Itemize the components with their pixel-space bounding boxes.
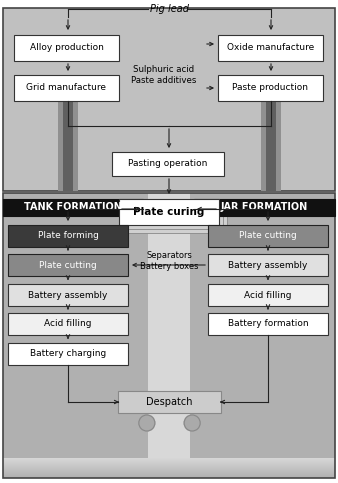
FancyBboxPatch shape (3, 475, 335, 476)
FancyBboxPatch shape (208, 254, 328, 276)
FancyBboxPatch shape (3, 472, 335, 473)
FancyBboxPatch shape (3, 462, 335, 463)
Text: Separators
Battery boxes: Separators Battery boxes (140, 251, 198, 270)
FancyBboxPatch shape (3, 466, 335, 467)
FancyBboxPatch shape (127, 207, 227, 233)
Text: JAR FORMATION: JAR FORMATION (221, 202, 308, 213)
FancyBboxPatch shape (261, 91, 281, 191)
FancyBboxPatch shape (194, 199, 335, 216)
Text: Battery charging: Battery charging (30, 350, 106, 358)
FancyBboxPatch shape (58, 91, 78, 191)
FancyBboxPatch shape (3, 465, 335, 466)
FancyBboxPatch shape (3, 476, 335, 477)
FancyBboxPatch shape (3, 460, 335, 461)
FancyBboxPatch shape (3, 461, 335, 462)
FancyBboxPatch shape (3, 199, 143, 216)
FancyBboxPatch shape (119, 199, 219, 225)
FancyBboxPatch shape (112, 152, 224, 176)
Text: Battery assembly: Battery assembly (28, 290, 108, 299)
FancyBboxPatch shape (3, 464, 335, 465)
FancyBboxPatch shape (8, 254, 128, 276)
Text: Grid manufacture: Grid manufacture (26, 84, 106, 93)
FancyBboxPatch shape (3, 8, 335, 191)
FancyBboxPatch shape (208, 313, 328, 335)
FancyBboxPatch shape (8, 225, 128, 247)
Text: Sulphuric acid
Paste additives: Sulphuric acid Paste additives (131, 65, 197, 85)
Text: Plate cutting: Plate cutting (239, 231, 297, 241)
Text: Alloy production: Alloy production (29, 43, 103, 53)
FancyBboxPatch shape (218, 75, 323, 101)
Text: Oxide manufacture: Oxide manufacture (227, 43, 314, 53)
FancyBboxPatch shape (8, 313, 128, 335)
FancyBboxPatch shape (8, 284, 128, 306)
Text: Plate curing: Plate curing (133, 207, 205, 217)
Text: Pig lead: Pig lead (149, 4, 189, 14)
Text: Paste production: Paste production (233, 84, 309, 93)
FancyBboxPatch shape (266, 91, 276, 191)
Text: Acid filling: Acid filling (244, 290, 292, 299)
Text: Battery formation: Battery formation (228, 319, 308, 328)
FancyBboxPatch shape (3, 474, 335, 475)
Text: Acid filling: Acid filling (44, 319, 92, 328)
FancyBboxPatch shape (148, 193, 190, 478)
Circle shape (184, 415, 200, 431)
FancyBboxPatch shape (3, 467, 335, 468)
Text: Plate cutting: Plate cutting (39, 260, 97, 270)
Text: Despatch: Despatch (146, 397, 193, 407)
FancyBboxPatch shape (3, 469, 335, 470)
FancyBboxPatch shape (118, 391, 221, 413)
Circle shape (139, 415, 155, 431)
FancyBboxPatch shape (218, 35, 323, 61)
FancyBboxPatch shape (3, 473, 335, 474)
FancyBboxPatch shape (3, 470, 335, 471)
FancyBboxPatch shape (123, 203, 223, 229)
FancyBboxPatch shape (14, 75, 119, 101)
FancyBboxPatch shape (63, 91, 73, 191)
FancyBboxPatch shape (208, 225, 328, 247)
FancyBboxPatch shape (208, 284, 328, 306)
FancyBboxPatch shape (3, 458, 335, 459)
FancyBboxPatch shape (3, 471, 335, 472)
FancyBboxPatch shape (3, 193, 148, 478)
Text: Battery assembly: Battery assembly (228, 260, 308, 270)
Text: TANK FORMATION: TANK FORMATION (24, 202, 122, 213)
FancyBboxPatch shape (8, 343, 128, 365)
FancyBboxPatch shape (3, 477, 335, 478)
FancyBboxPatch shape (3, 468, 335, 469)
FancyBboxPatch shape (3, 463, 335, 464)
FancyBboxPatch shape (3, 459, 335, 460)
FancyBboxPatch shape (190, 193, 335, 478)
Text: Plate forming: Plate forming (38, 231, 98, 241)
FancyBboxPatch shape (14, 35, 119, 61)
Text: Pasting operation: Pasting operation (128, 159, 208, 169)
